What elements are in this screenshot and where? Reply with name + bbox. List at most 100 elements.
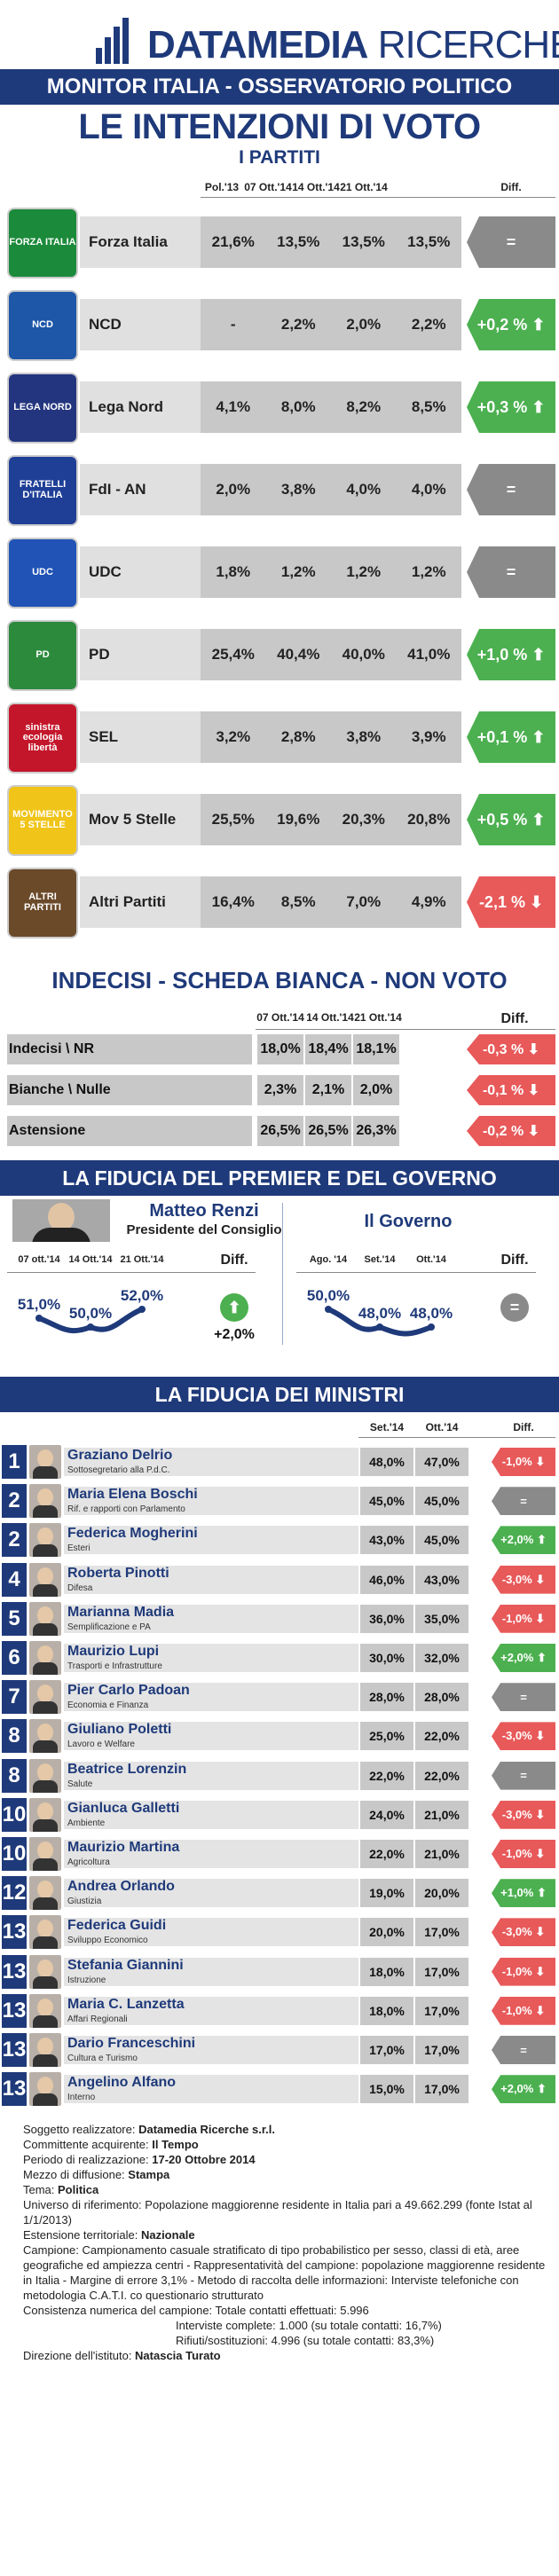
- ministers-col-header: Diff.: [513, 1421, 534, 1433]
- minister-name: Federica Mogherini: [67, 1526, 198, 1542]
- methodology-text: Soggetto realizzatore: Datamedia Ricerch…: [23, 2122, 547, 2363]
- minister-rank: 12: [2, 1876, 27, 1911]
- minister-value: 46,0%: [360, 1565, 413, 1594]
- row-bg: [64, 1604, 358, 1633]
- minister-photo: [29, 1484, 61, 1519]
- party-value: 3,8%: [346, 728, 382, 745]
- premier-trend-icon: ⬆: [220, 1293, 248, 1322]
- trust-title: LA FIDUCIA DEL PREMIER E DEL GOVERNO: [0, 1160, 559, 1196]
- row-bg: [64, 1840, 358, 1868]
- minister-name: Beatrice Lorenzin: [67, 1761, 187, 1777]
- party-name: Forza Italia: [89, 233, 168, 250]
- methodology-line: Interviste complete: 1.000 (su totale co…: [23, 2318, 547, 2333]
- undecided-value: 26,5%: [305, 1116, 351, 1146]
- government-point: [428, 1323, 435, 1331]
- row-bg: [64, 1879, 358, 1908]
- party-name: Lega Nord: [89, 398, 164, 415]
- minister-role: Salute: [67, 1779, 93, 1789]
- minister-role: Ambiente: [67, 1818, 106, 1828]
- minister-diff: -3,0% ⬇: [492, 1722, 555, 1751]
- minister-value: 48,0%: [360, 1448, 413, 1476]
- undecided-diff: -0,3 % ⬇: [467, 1034, 555, 1064]
- party-value: 2,0%: [216, 481, 251, 498]
- row-bg: [64, 1644, 358, 1672]
- parties-col-header: 21 Ott.'14: [340, 181, 388, 193]
- undecided-diff: -0,1 % ⬇: [467, 1075, 555, 1105]
- methodology-line: Mezzo di diffusione: Stampa: [23, 2167, 547, 2182]
- minister-value: 22,0%: [415, 1761, 468, 1790]
- minister-photo: [29, 1915, 61, 1950]
- undecided-label: Indecisi \ NR: [7, 1034, 252, 1064]
- premier-data-label: 52,0%: [121, 1287, 163, 1304]
- minister-photo: [29, 1837, 61, 1871]
- minister-value: 47,0%: [415, 1448, 468, 1476]
- minister-diff: -1,0% ⬇: [492, 1957, 555, 1986]
- undecided-value: 2,3%: [257, 1075, 303, 1105]
- undecided-diff: -0,2 % ⬇: [467, 1116, 555, 1146]
- undecided-value: 2,1%: [305, 1075, 351, 1105]
- minister-row: 10 Maurizio Martina Agricoltura 22,0% 21,0% -…: [0, 1834, 559, 1873]
- minister-diff: +2,0% ⬆: [492, 1526, 555, 1555]
- minister-diff: +2,0% ⬆: [492, 2075, 555, 2104]
- row-bg: [64, 1526, 358, 1555]
- minister-rank: 8: [2, 1719, 27, 1754]
- party-row: MOVIMENTO 5 STELLE Mov 5 Stelle 25,5% 19,6%…: [0, 781, 559, 858]
- minister-photo: [29, 1797, 61, 1832]
- minister-rank: 10: [2, 1837, 27, 1871]
- minister-value: 17,0%: [415, 2036, 468, 2064]
- methodology-line: Campione: Campionamento casuale stratifi…: [23, 2242, 547, 2303]
- header-divider: [296, 1272, 536, 1273]
- row-bg: [64, 1487, 358, 1516]
- party-value: -: [230, 316, 236, 333]
- minister-value: 21,0%: [415, 1800, 468, 1829]
- section-divider: [282, 1203, 283, 1345]
- methodology-line: Rifiuti/sostituzioni: 4.996 (su totale c…: [23, 2333, 547, 2348]
- government-data-label: 48,0%: [410, 1305, 453, 1322]
- minister-photo: [29, 1758, 61, 1793]
- minister-name: Federica Guidi: [67, 1918, 167, 1934]
- minister-diff: =: [492, 1487, 555, 1516]
- minister-diff: -3,0% ⬇: [492, 1800, 555, 1829]
- minister-role: Semplificazione e PA: [67, 1622, 151, 1632]
- party-value: 19,6%: [277, 811, 320, 828]
- government-x-label: Set.'14: [364, 1254, 396, 1265]
- undecided-label: Astensione: [7, 1116, 252, 1146]
- methodology-key: Committente acquirente:: [23, 2138, 153, 2151]
- party-diff: +1,0 % ⬆: [467, 629, 555, 680]
- minister-row: 2 Federica Mogherini Esteri 43,0% 45,0% +2,0%…: [0, 1520, 559, 1559]
- minister-name: Maria Elena Boschi: [67, 1487, 198, 1503]
- row-bg: [80, 629, 201, 680]
- ncd-logo: NCD: [7, 290, 78, 361]
- minister-rank: 13: [2, 1993, 27, 2028]
- ministers-col-header: Ott.'14: [425, 1421, 459, 1433]
- government-point: [325, 1306, 332, 1313]
- minister-row: 13 Dario Franceschini Cultura e Turismo 17,…: [0, 2030, 559, 2069]
- party-value: 13,5%: [342, 233, 385, 250]
- minister-value: 17,0%: [415, 1957, 468, 1986]
- minister-photo: [29, 1601, 61, 1636]
- header-divider: [358, 1437, 555, 1438]
- minister-role: Esteri: [67, 1543, 91, 1554]
- minister-photo: [29, 1641, 61, 1675]
- minister-rank: 13: [2, 1915, 27, 1950]
- minister-row: 13 Federica Guidi Sviluppo Economico 20,0% 1…: [0, 1912, 559, 1952]
- undecided-col-header: 07 Ott.'14: [256, 1011, 304, 1024]
- minister-row: 10 Gianluca Galletti Ambiente 24,0% 21,0% -3,…: [0, 1795, 559, 1834]
- minister-row: 13 Angelino Alfano Interno 15,0% 17,0% +2,0% …: [0, 2069, 559, 2109]
- minister-role: Interno: [67, 2093, 96, 2103]
- premier-photo: [12, 1199, 110, 1242]
- minister-role: Giustizia: [67, 1897, 102, 1907]
- row-bg: [64, 1957, 358, 1986]
- minister-role: Cultura e Turismo: [67, 2054, 138, 2063]
- minister-value: 43,0%: [360, 1526, 413, 1555]
- minister-row: 13 Maria C. Lanzetta Affari Regionali 18,0%…: [0, 1991, 559, 2030]
- minister-value: 45,0%: [360, 1487, 413, 1516]
- minister-value: 17,0%: [415, 2075, 468, 2104]
- premier-point: [138, 1306, 146, 1313]
- methodology-key: Tema:: [23, 2183, 59, 2196]
- minister-value: 18,0%: [360, 1996, 413, 2025]
- party-values: 2,0% 3,8% 4,0% 4,0%: [201, 464, 461, 515]
- minister-value: 32,0%: [415, 1644, 468, 1672]
- minister-photo: [29, 1562, 61, 1597]
- methodology-line: Tema: Politica: [23, 2182, 547, 2197]
